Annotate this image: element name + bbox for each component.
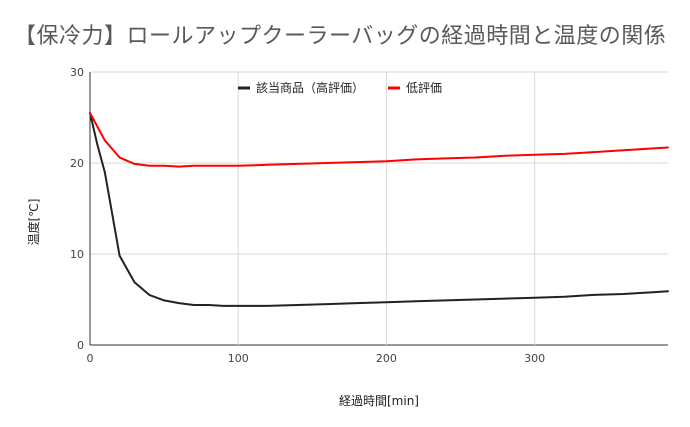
x-tick-label: 0 [87,352,94,365]
chart-title: 【保冷力】ロールアップクーラーバッグの経過時間と温度の関係 [14,24,667,49]
series-group [89,112,669,307]
y-tick-label: 10 [70,248,84,261]
y-axis-label: 温度[℃] [26,199,41,246]
x-tick-label: 300 [524,352,545,365]
legend-label: 該当商品（高評価） [256,80,364,95]
x-tick-label: 100 [228,352,249,365]
series-line-1 [89,112,669,307]
legend: 該当商品（高評価） 低評価 [238,80,442,95]
series-line-2 [89,112,669,168]
y-tick-label: 20 [70,157,84,170]
legend-label: 低評価 [406,80,442,95]
grid [89,71,668,346]
x-axis-label: 経過時間[min] [339,394,419,408]
y-tick-label: 30 [70,66,84,79]
x-tick-label: 200 [376,352,397,365]
y-tick-label: 0 [77,339,84,352]
